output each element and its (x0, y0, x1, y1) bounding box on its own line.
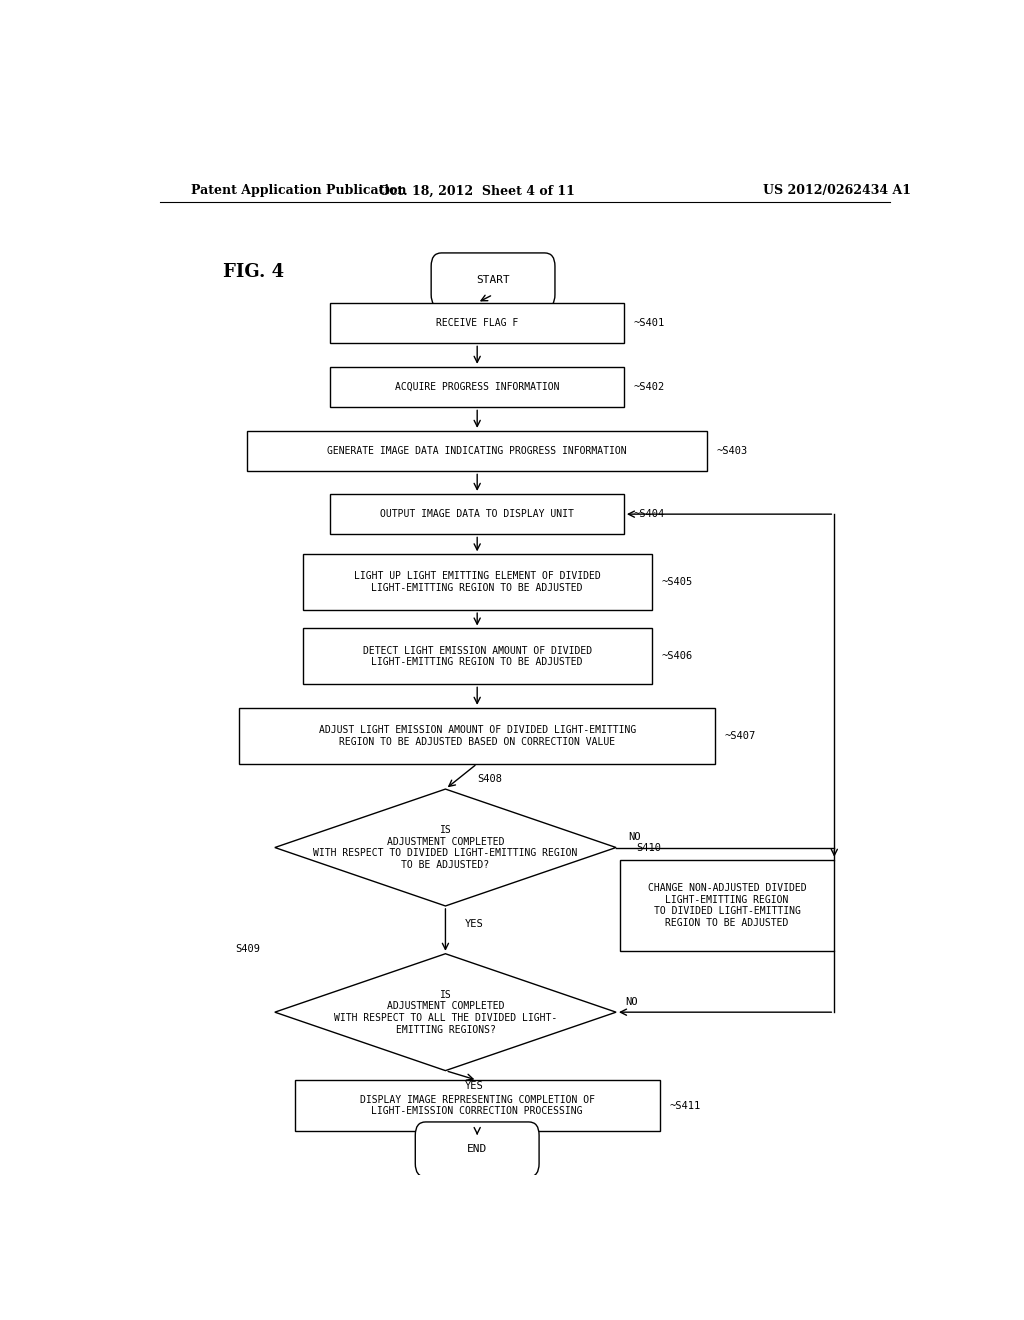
Text: S409: S409 (236, 944, 260, 953)
FancyBboxPatch shape (295, 1080, 659, 1131)
FancyBboxPatch shape (431, 253, 555, 308)
FancyBboxPatch shape (247, 430, 708, 471)
Text: ~S406: ~S406 (662, 652, 692, 661)
Text: ADJUST LIGHT EMISSION AMOUNT OF DIVIDED LIGHT-EMITTING
REGION TO BE ADJUSTED BAS: ADJUST LIGHT EMISSION AMOUNT OF DIVIDED … (318, 725, 636, 747)
FancyBboxPatch shape (303, 554, 652, 610)
Text: FIG. 4: FIG. 4 (223, 263, 285, 281)
Text: LIGHT UP LIGHT EMITTING ELEMENT OF DIVIDED
LIGHT-EMITTING REGION TO BE ADJUSTED: LIGHT UP LIGHT EMITTING ELEMENT OF DIVID… (354, 572, 600, 593)
Polygon shape (274, 954, 616, 1071)
Text: IS
ADJUSTMENT COMPLETED
WITH RESPECT TO ALL THE DIVIDED LIGHT-
EMITTING REGIONS?: IS ADJUSTMENT COMPLETED WITH RESPECT TO … (334, 990, 557, 1035)
Text: ~S403: ~S403 (717, 446, 749, 457)
FancyBboxPatch shape (331, 302, 624, 343)
FancyBboxPatch shape (416, 1122, 539, 1177)
Text: OUTPUT IMAGE DATA TO DISPLAY UNIT: OUTPUT IMAGE DATA TO DISPLAY UNIT (380, 510, 574, 519)
Text: END: END (467, 1144, 487, 1155)
Text: ~S411: ~S411 (670, 1101, 700, 1110)
Text: S410: S410 (636, 842, 660, 853)
Text: GENERATE IMAGE DATA INDICATING PROGRESS INFORMATION: GENERATE IMAGE DATA INDICATING PROGRESS … (328, 446, 627, 457)
Text: ACQUIRE PROGRESS INFORMATION: ACQUIRE PROGRESS INFORMATION (395, 381, 559, 392)
Text: DETECT LIGHT EMISSION AMOUNT OF DIVIDED
LIGHT-EMITTING REGION TO BE ADJUSTED: DETECT LIGHT EMISSION AMOUNT OF DIVIDED … (362, 645, 592, 667)
Text: DISPLAY IMAGE REPRESENTING COMPLETION OF
LIGHT-EMISSION CORRECTION PROCESSING: DISPLAY IMAGE REPRESENTING COMPLETION OF… (359, 1094, 595, 1117)
Text: START: START (476, 276, 510, 285)
FancyBboxPatch shape (331, 494, 624, 535)
Text: Patent Application Publication: Patent Application Publication (191, 185, 407, 198)
Text: ~S405: ~S405 (662, 577, 692, 587)
Polygon shape (274, 789, 616, 906)
FancyBboxPatch shape (331, 367, 624, 408)
FancyBboxPatch shape (620, 859, 835, 952)
Text: ~S402: ~S402 (634, 381, 665, 392)
Text: NO: NO (626, 997, 638, 1007)
Text: NO: NO (628, 833, 640, 842)
Text: US 2012/0262434 A1: US 2012/0262434 A1 (763, 185, 911, 198)
Text: S408: S408 (477, 774, 502, 784)
Text: CHANGE NON-ADJUSTED DIVIDED
LIGHT-EMITTING REGION
TO DIVIDED LIGHT-EMITTING
REGI: CHANGE NON-ADJUSTED DIVIDED LIGHT-EMITTI… (648, 883, 807, 928)
Text: Oct. 18, 2012  Sheet 4 of 11: Oct. 18, 2012 Sheet 4 of 11 (379, 185, 575, 198)
Text: ~S404: ~S404 (634, 510, 665, 519)
Text: IS
ADJUSTMENT COMPLETED
WITH RESPECT TO DIVIDED LIGHT-EMITTING REGION
TO BE ADJU: IS ADJUSTMENT COMPLETED WITH RESPECT TO … (313, 825, 578, 870)
Text: ~S407: ~S407 (725, 731, 756, 741)
Text: ~S401: ~S401 (634, 318, 665, 329)
FancyBboxPatch shape (303, 628, 652, 684)
Text: YES: YES (465, 1081, 484, 1090)
FancyBboxPatch shape (240, 708, 715, 764)
Text: YES: YES (465, 919, 484, 929)
Text: RECEIVE FLAG F: RECEIVE FLAG F (436, 318, 518, 329)
